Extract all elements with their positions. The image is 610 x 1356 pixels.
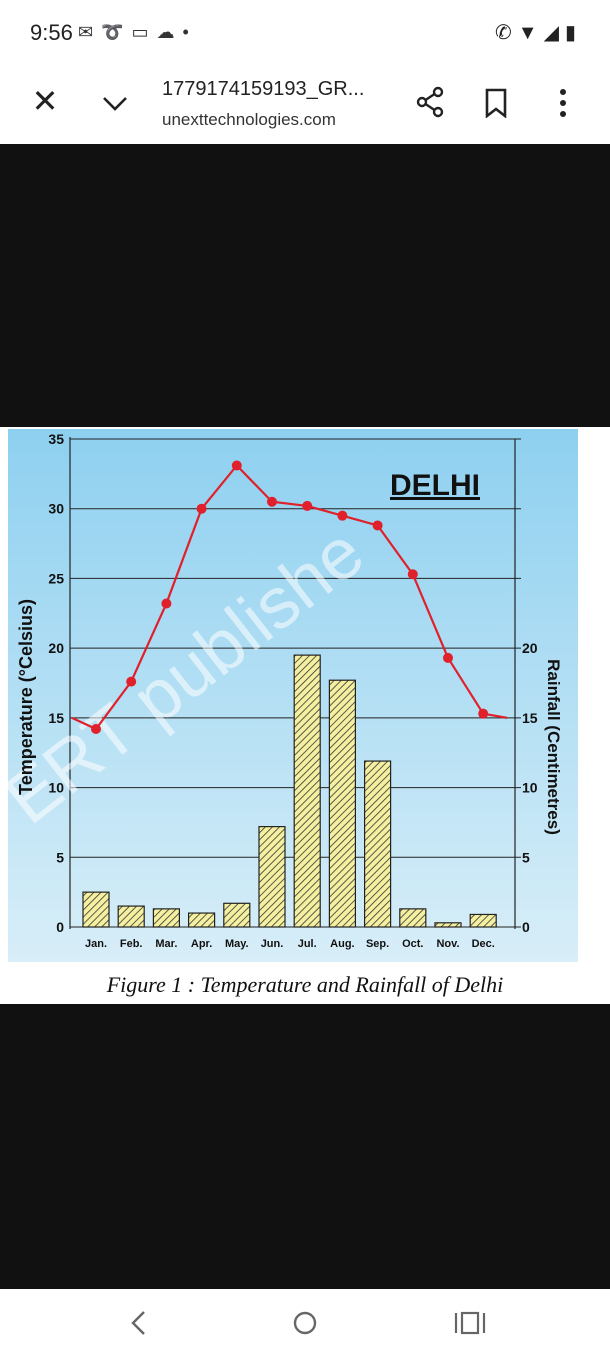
chart-background bbox=[8, 429, 578, 962]
dot-icon: • bbox=[182, 22, 197, 42]
x-tick-labels: Jan. Feb. Mar. Apr. May. Jun. Jul. Aug. Sep. Oct.… bbox=[85, 938, 495, 950]
wifi-call-icon: ✆ bbox=[495, 22, 518, 44]
more-options-icon[interactable] bbox=[556, 88, 570, 118]
temperature-point bbox=[407, 569, 418, 580]
x-tick-label: Apr. bbox=[191, 938, 212, 950]
rainfall-bars bbox=[82, 654, 497, 928]
system-nav-bar bbox=[0, 1289, 610, 1356]
right-tick-labels: 20 15 10 5 0 bbox=[522, 640, 538, 935]
y-tick-label: 10 bbox=[48, 780, 64, 796]
x-tick-label: Nov. bbox=[436, 938, 459, 950]
image-background-top bbox=[0, 144, 610, 427]
status-time: 9:56 bbox=[30, 20, 73, 45]
temperature-point bbox=[337, 510, 348, 521]
status-bar: 9:56 ✉➰▭☁• ✆▼◢▮ bbox=[0, 0, 610, 66]
x-tick-label: Sep. bbox=[366, 938, 389, 950]
wifi-icon: ▼ bbox=[517, 22, 544, 44]
x-tick-label: Dec. bbox=[472, 938, 495, 950]
back-icon[interactable] bbox=[118, 1307, 158, 1339]
rainfall-bar bbox=[82, 891, 110, 928]
temperature-series-line bbox=[71, 463, 508, 731]
x-tick-label: Oct. bbox=[402, 938, 423, 950]
temperature-point bbox=[372, 520, 383, 531]
home-icon[interactable] bbox=[285, 1307, 325, 1339]
signal-icon: ◢ bbox=[543, 22, 565, 44]
figure-caption: Figure 1 : Temperature and Rainfall of D… bbox=[106, 972, 504, 997]
rainfall-bar bbox=[328, 679, 356, 928]
y-right-tick-label: 10 bbox=[522, 780, 538, 796]
chevron-down-icon[interactable] bbox=[100, 88, 130, 118]
y-right-tick-label: 20 bbox=[522, 640, 538, 656]
close-icon[interactable]: ✕ bbox=[31, 83, 59, 119]
viewer-toolbar: ✕ 1779174159193_GR... unexttechnologies.… bbox=[0, 66, 610, 144]
x-tick-label: Jan. bbox=[85, 938, 107, 950]
temperature-point bbox=[478, 708, 489, 719]
image-background-bottom bbox=[0, 1004, 610, 1289]
rainfall-bar bbox=[223, 902, 251, 928]
temperature-point bbox=[443, 652, 453, 663]
temperature-point bbox=[161, 598, 172, 609]
temperature-point bbox=[196, 503, 207, 514]
temperature-point bbox=[302, 500, 313, 511]
x-tick-label: Mar. bbox=[155, 938, 177, 950]
y-tick-label: 5 bbox=[56, 849, 64, 865]
share-icon[interactable] bbox=[415, 86, 445, 118]
rainfall-bar bbox=[152, 908, 180, 928]
recents-icon[interactable] bbox=[450, 1307, 490, 1339]
left-tick-labels: 35 30 25 20 15 10 5 0 bbox=[48, 431, 64, 935]
y-axis-label: Temperature (°Celsius) bbox=[16, 599, 36, 795]
temperature-point bbox=[231, 460, 242, 471]
message-icon: ▭ bbox=[131, 22, 157, 42]
y-tick-label: 15 bbox=[48, 710, 64, 726]
y-right-tick-label: 5 bbox=[522, 849, 530, 865]
temperature-point bbox=[126, 676, 137, 687]
x-tick-label: Aug. bbox=[330, 938, 354, 950]
temperature-line bbox=[71, 460, 508, 735]
rainfall-bar bbox=[293, 654, 321, 928]
bookmark-icon[interactable] bbox=[485, 88, 507, 118]
chart-image[interactable]: ERT publishe 35 30 25 20 15 10 5 0 20 15 10 5 0 Jan… bbox=[0, 427, 610, 1004]
y-tick-label: 20 bbox=[48, 640, 64, 656]
y-right-tick-label: 0 bbox=[522, 919, 530, 935]
notification-icons: ✉➰▭☁• bbox=[78, 22, 197, 43]
x-tick-label: Jun. bbox=[261, 938, 284, 950]
x-tick-label: Feb. bbox=[120, 938, 143, 950]
rainfall-bar bbox=[364, 760, 392, 928]
rainfall-bar bbox=[188, 912, 216, 928]
file-source: unexttechnologies.com bbox=[162, 110, 336, 129]
system-icons: ✆▼◢▮ bbox=[495, 20, 582, 45]
temperature-point bbox=[91, 724, 101, 735]
y-tick-label: 25 bbox=[48, 570, 64, 586]
rainfall-bar bbox=[117, 905, 145, 928]
gmail-icon: ✉ bbox=[78, 22, 102, 42]
y-right-tick-label: 15 bbox=[522, 710, 538, 726]
x-tick-label: May. bbox=[225, 938, 249, 950]
airtel-icon: ➰ bbox=[101, 22, 132, 42]
x-tick-label: Jul. bbox=[298, 938, 317, 950]
temperature-point bbox=[267, 496, 277, 507]
y-tick-label: 35 bbox=[48, 431, 64, 447]
rainfall-bar bbox=[399, 908, 427, 928]
rainfall-bar bbox=[434, 922, 462, 928]
file-title: 1779174159193_GR... bbox=[162, 78, 365, 100]
y-tick-label: 0 bbox=[56, 919, 64, 935]
y-tick-label: 30 bbox=[48, 501, 64, 517]
rainfall-bar bbox=[469, 913, 497, 928]
rainfall-bar bbox=[258, 826, 286, 928]
cloud-icon: ☁ bbox=[156, 22, 183, 42]
chart-title: DELHI bbox=[390, 469, 480, 502]
y-axis-right-label: Rainfall (Centimetres) bbox=[544, 659, 563, 835]
battery-icon: ▮ bbox=[564, 22, 582, 44]
